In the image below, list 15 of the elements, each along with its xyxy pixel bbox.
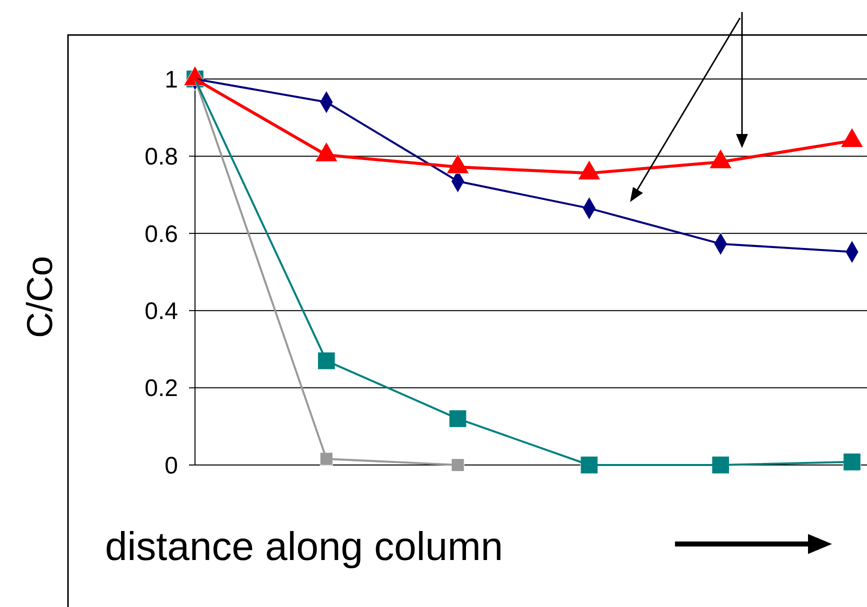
point: [580, 456, 598, 474]
y-tick-label: 0: [164, 452, 178, 480]
point: [317, 352, 336, 370]
point: [320, 452, 333, 466]
x-axis-title: distance along column: [105, 525, 504, 569]
y-axis-title: C/Co: [19, 256, 60, 338]
point: [712, 456, 730, 474]
y-tick-label: 0.4: [144, 298, 178, 325]
y-tick-label: 0.8: [144, 144, 178, 171]
y-tick-label: 0.2: [144, 375, 178, 402]
point: [451, 458, 464, 472]
y-tick-label: 0.6: [144, 220, 178, 248]
y-tick-label: 1: [164, 66, 178, 94]
point: [843, 453, 861, 471]
point: [448, 410, 467, 428]
